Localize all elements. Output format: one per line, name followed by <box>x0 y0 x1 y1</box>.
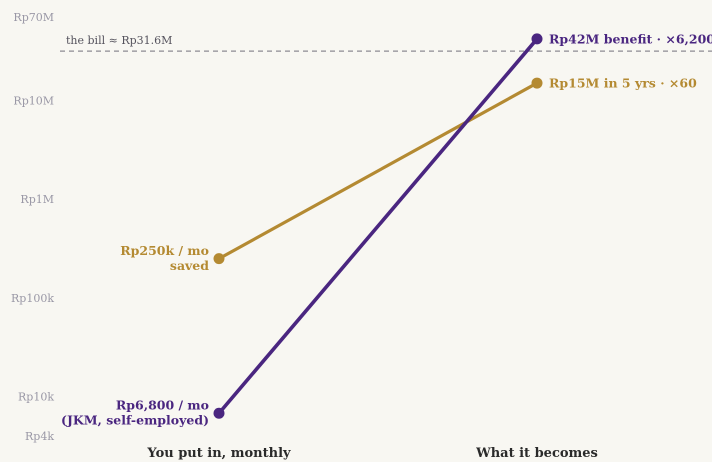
series-start-point <box>213 407 225 419</box>
series-end-point <box>531 77 543 89</box>
series-start-label: saved <box>170 258 209 273</box>
series-end-label: Rp15M in 5 yrs · ×60 <box>549 76 697 91</box>
y-tick-label: Rp70M <box>13 11 54 24</box>
y-axis-ticks: Rp70M Rp10M Rp1M Rp100k Rp10k Rp4k <box>11 11 54 443</box>
y-tick-label: Rp100k <box>11 292 54 305</box>
reference-line-label: the bill ≈ Rp31.6M <box>66 34 172 47</box>
series-end-point <box>531 33 543 45</box>
x-category-label: What it becomes <box>475 446 598 461</box>
series-start-point <box>213 253 225 265</box>
y-tick-label: Rp10M <box>13 94 54 107</box>
y-tick-label: Rp4k <box>25 430 54 443</box>
y-tick-label: Rp10k <box>18 391 54 404</box>
series-line <box>217 81 539 261</box>
series-start-label: Rp250k / mo <box>120 243 209 258</box>
series-line <box>217 37 539 416</box>
series-start-label: Rp6,800 / mo <box>116 398 209 413</box>
x-axis-categories: You put in, monthly What it becomes <box>146 446 597 461</box>
x-category-label: You put in, monthly <box>146 446 291 461</box>
series-end-label: Rp42M benefit · ×6,200 <box>549 31 712 46</box>
reference-line-group: the bill ≈ Rp31.6M <box>60 34 712 52</box>
y-tick-label: Rp1M <box>20 193 54 206</box>
series-start-label: (JKM, self-employed) <box>61 413 209 428</box>
